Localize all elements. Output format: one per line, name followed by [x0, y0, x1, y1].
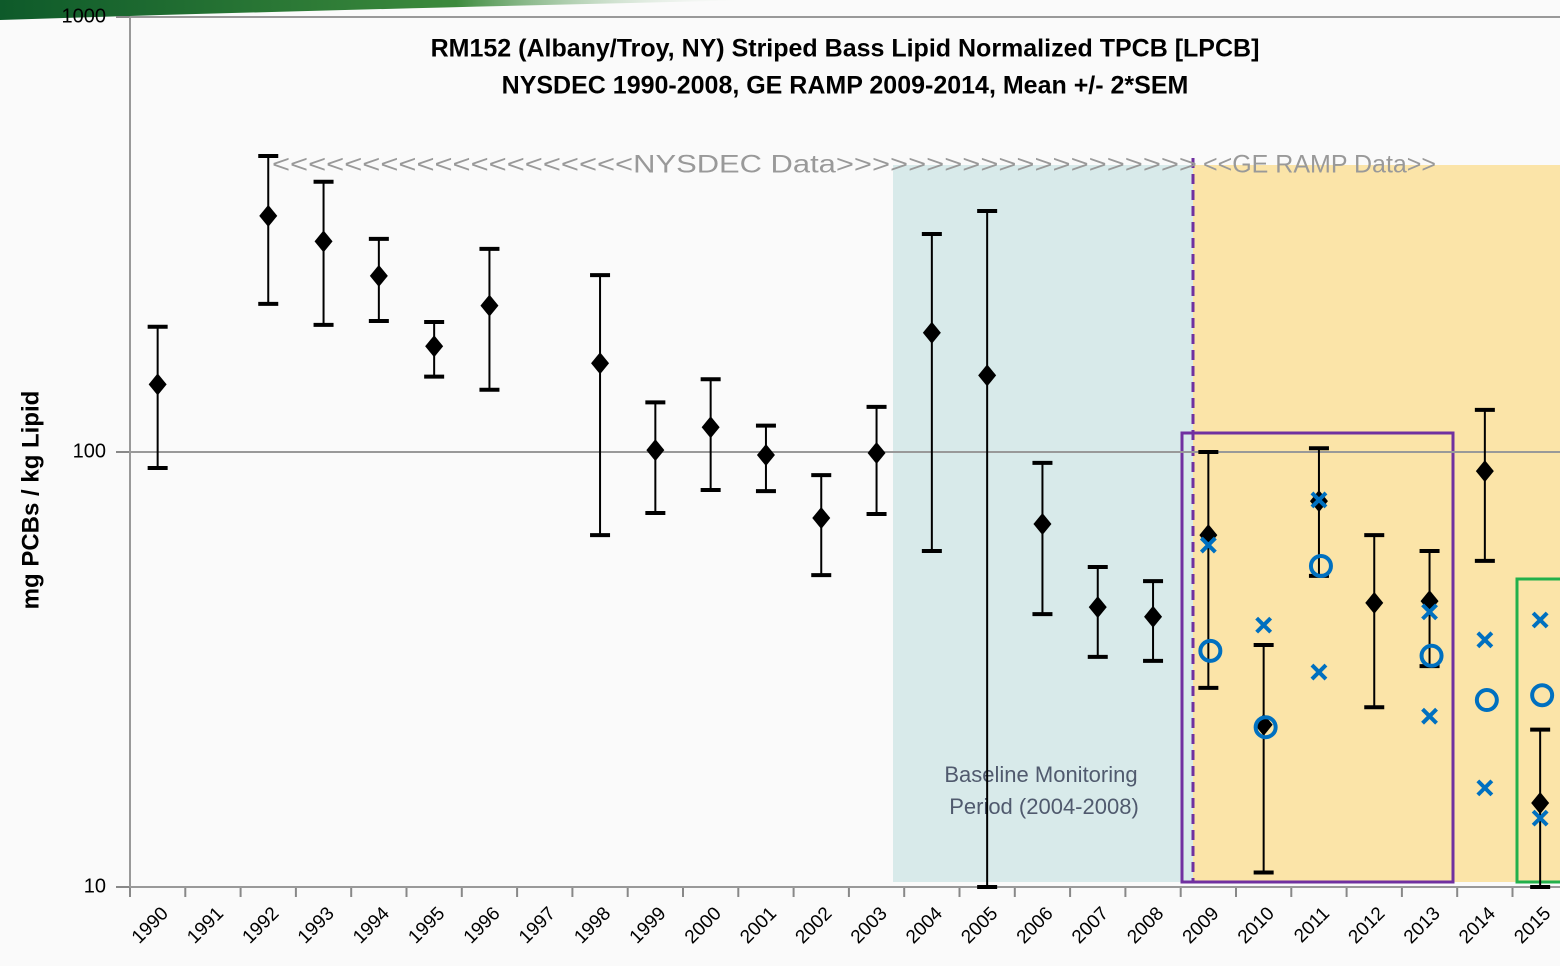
- mean-marker: [314, 230, 333, 253]
- mean-marker: [259, 204, 278, 227]
- mean-marker: [1531, 791, 1550, 814]
- highlight-box: [1515, 577, 1560, 884]
- mean-marker: [812, 507, 831, 530]
- circle-marker: [1419, 643, 1444, 668]
- circle-marker: [1198, 638, 1223, 663]
- mean-marker: [1365, 591, 1384, 614]
- x-marker: [1255, 616, 1273, 634]
- x-marker: [1531, 809, 1549, 827]
- mean-marker: [148, 373, 167, 396]
- mean-marker: [701, 416, 720, 439]
- y-tick-label: 100: [73, 440, 106, 462]
- annotation: <<<<<<<<<<<<<<<<<<<<NYSDEC Data>>>>>>>>>…: [272, 151, 1197, 179]
- annotation: Baseline Monitoring: [944, 762, 1137, 787]
- mean-marker: [922, 321, 941, 344]
- mean-marker: [978, 364, 997, 387]
- mean-marker: [425, 335, 444, 358]
- mean-marker: [867, 441, 886, 464]
- mean-marker: [591, 352, 610, 375]
- x-marker: [1531, 611, 1549, 629]
- circle-marker: [1253, 715, 1278, 740]
- x-marker: [1421, 603, 1438, 621]
- y-axis-label: mg PCBs / kg Lipid: [17, 391, 44, 610]
- circle-marker: [1530, 683, 1555, 708]
- y-tick-label: 1000: [62, 5, 107, 27]
- x-marker: [1199, 536, 1217, 554]
- mean-marker: [1144, 605, 1163, 628]
- mean-marker: [369, 264, 388, 287]
- mean-marker: [646, 439, 665, 462]
- annotation: Period (2004-2008): [949, 794, 1139, 819]
- x-marker: [1421, 707, 1438, 725]
- x-marker: [1310, 663, 1328, 681]
- mean-marker: [480, 294, 499, 317]
- chart-subtitle: NYSDEC 1990-2008, GE RAMP 2009-2014, Mea…: [502, 72, 1189, 100]
- highlight-box: [1180, 431, 1455, 884]
- mean-marker: [756, 444, 775, 467]
- header-decoration: [0, 0, 760, 20]
- mean-marker: [1033, 513, 1052, 536]
- x-marker: [1476, 631, 1494, 649]
- mean-marker: [1475, 460, 1494, 483]
- circle-marker: [1474, 688, 1499, 713]
- mean-marker: [1088, 596, 1107, 619]
- ramp-region: [1193, 165, 1560, 882]
- x-marker: [1476, 779, 1494, 797]
- x-marker: [1310, 491, 1328, 509]
- circle-marker: [1308, 553, 1333, 578]
- chart-title: RM152 (Albany/Troy, NY) Striped Bass Lip…: [431, 35, 1260, 63]
- annotation: <<GE RAMP Data>>: [1203, 151, 1436, 179]
- y-tick-label: 10: [84, 875, 106, 897]
